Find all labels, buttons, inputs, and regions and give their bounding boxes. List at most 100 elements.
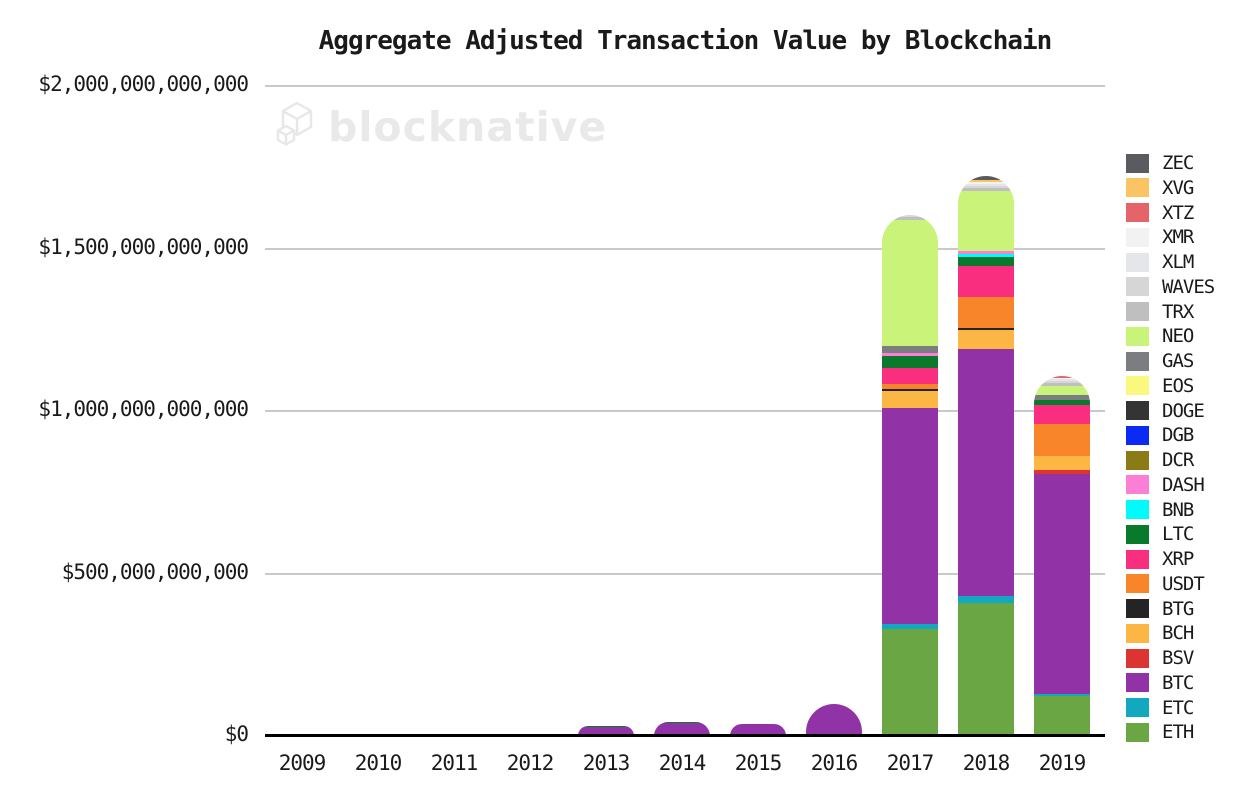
bar-segment-ltc (882, 356, 938, 369)
legend-swatch-trx (1126, 302, 1149, 321)
legend-label: DGB (1162, 424, 1194, 447)
bar-segment-eth (882, 628, 938, 736)
legend-item-btc: BTC (1126, 671, 1194, 694)
legend-swatch-xmr (1126, 227, 1149, 247)
bar-segment-xrp (958, 265, 1014, 297)
legend-item-bnb: BNB (1126, 498, 1194, 521)
bar-segment-bsv (1034, 470, 1090, 474)
legend-item-bsv: BSV (1126, 647, 1194, 669)
legend-item-xmr: XMR (1126, 226, 1194, 248)
bar-segment-btc (578, 726, 634, 736)
legend-item-usdt: USDT (1126, 573, 1205, 595)
x-tick-label: 2009 (278, 751, 327, 775)
bar-segment-eth (1034, 695, 1090, 736)
legend-swatch-zec (1126, 153, 1149, 173)
legend-swatch-ltc (1126, 524, 1149, 544)
bar-segment-usdt (1034, 424, 1090, 457)
x-tick-label: 2015 (734, 751, 783, 775)
bar-segment-xtz (1034, 375, 1090, 378)
bar-segment-usdt (958, 296, 1014, 328)
bar-segment-ltc (654, 722, 710, 723)
legend-swatch-waves (1126, 277, 1149, 297)
bar-segment-xmr (958, 182, 1014, 185)
x-tick-label: 2019 (1038, 751, 1087, 775)
legend-label: ZEC (1162, 152, 1194, 174)
legend-item-xlm: XLM (1126, 251, 1194, 273)
legend-label: BSV (1162, 647, 1194, 669)
x-tick-label: 2013 (582, 751, 631, 775)
gridline (265, 247, 1105, 250)
y-tick-label: $2,000,000,000,000 (38, 72, 249, 96)
legend-label: TRX (1162, 300, 1194, 323)
legend-label: GAS (1162, 350, 1194, 372)
bar-segment-btc (806, 703, 862, 735)
bar-segment-bch (958, 329, 1014, 349)
legend-item-eos: EOS (1126, 374, 1194, 397)
bar-segment-zec (958, 176, 1014, 181)
bar-segment-ltc (578, 726, 634, 727)
x-tick-label: 2011 (430, 751, 479, 775)
bar-segment-trx (958, 187, 1014, 191)
bar-segment-waves (882, 215, 938, 217)
bar-2019 (1034, 375, 1090, 736)
bar-segment-ltc (1034, 399, 1090, 406)
watermark: blocknative (272, 100, 607, 154)
x-axis-line (265, 734, 1105, 737)
y-tick-label: $1,500,000,000,000 (38, 234, 249, 259)
legend-label: XLM (1162, 251, 1194, 273)
legend-label: EOS (1162, 374, 1194, 397)
bar-segment-btg (958, 327, 1014, 330)
legend-swatch-xtz (1126, 203, 1149, 222)
bar-segment-xmr (1034, 377, 1090, 379)
legend-label: DASH (1162, 473, 1205, 496)
bar-segment-ltc (958, 256, 1014, 266)
legend-label: LTC (1162, 523, 1194, 546)
bar-segment-bch (882, 390, 938, 408)
legend-label: BTC (1162, 671, 1194, 694)
legend-swatch-bnb (1126, 500, 1149, 519)
legend-swatch-dcr (1126, 450, 1149, 470)
x-tick-label: 2016 (810, 751, 859, 775)
legend-item-trx: TRX (1126, 300, 1194, 323)
bar-2013 (578, 726, 634, 736)
chart-title: Aggregate Adjusted Transaction Value by … (318, 26, 1053, 56)
legend-label: NEO (1162, 325, 1194, 348)
bar-segment-xrp (1034, 405, 1090, 425)
bar-segment-neo (882, 219, 938, 346)
y-tick-label: $0 (224, 722, 249, 746)
legend-item-doge: DOGE (1126, 399, 1205, 422)
bar-segment-xlm (958, 184, 1014, 187)
bar-segment-waves (1034, 380, 1090, 383)
bar-segment-trx (882, 216, 938, 220)
legend-label: ETC (1162, 696, 1194, 719)
legend-label: DOGE (1162, 399, 1205, 422)
legend-item-dgb: DGB (1126, 424, 1194, 447)
legend-swatch-neo (1126, 326, 1149, 346)
bar-segment-usdt (882, 383, 938, 389)
legend-item-etc: ETC (1126, 696, 1194, 719)
bar-2018 (958, 176, 1014, 736)
legend-swatch-btc (1126, 673, 1149, 693)
legend-item-ltc: LTC (1126, 523, 1194, 546)
bar-segment-waves (958, 186, 1014, 188)
y-tick-label: $1,000,000,000,000 (38, 397, 249, 421)
legend-swatch-doge (1126, 401, 1149, 420)
legend-swatch-eth (1126, 722, 1149, 742)
bar-segment-dash (958, 251, 1014, 254)
legend-swatch-usdt (1126, 574, 1149, 594)
bar-segment-btg (882, 388, 938, 391)
legend-swatch-xlm (1126, 252, 1149, 272)
x-tick-label: 2017 (886, 751, 935, 775)
legend-swatch-dash (1126, 475, 1149, 495)
legend-label: BTG (1162, 597, 1194, 620)
x-tick-label: 2012 (506, 751, 555, 775)
legend-label: ETH (1162, 721, 1194, 744)
legend-item-eth: ETH (1126, 721, 1194, 744)
legend-swatch-xvg (1126, 178, 1149, 198)
bar-segment-etc (882, 623, 938, 629)
legend-label: BNB (1162, 498, 1194, 521)
legend-swatch-dgb (1126, 425, 1149, 445)
legend-item-xrp: XRP (1126, 548, 1194, 570)
